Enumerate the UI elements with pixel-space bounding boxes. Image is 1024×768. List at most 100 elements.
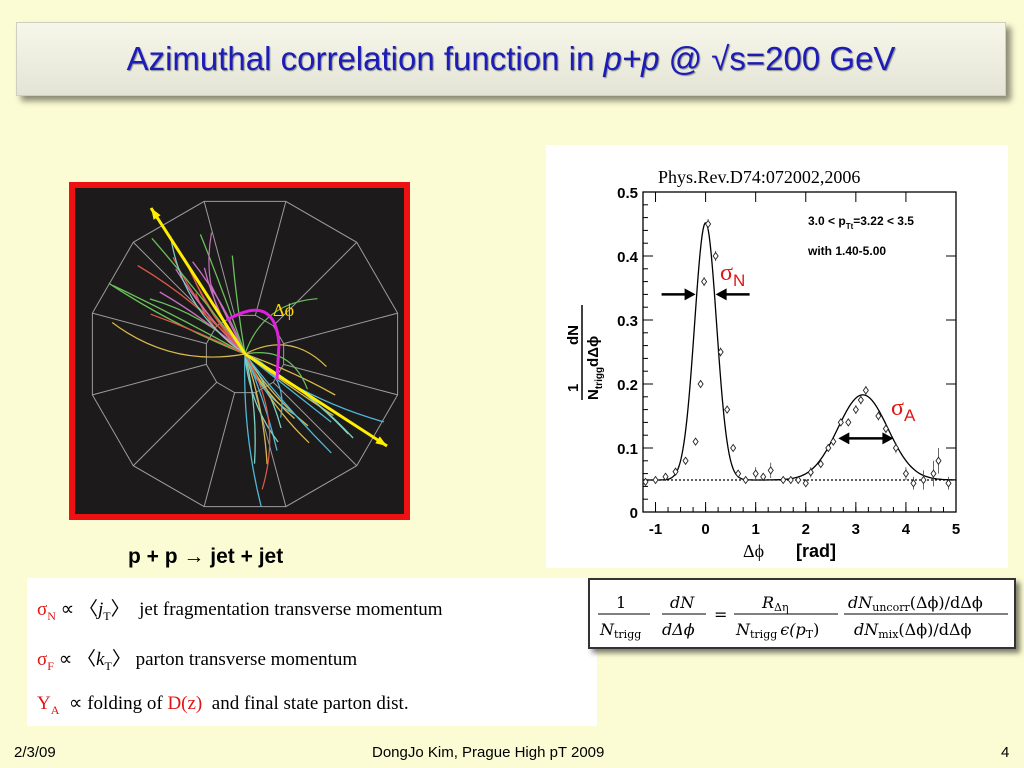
data-point xyxy=(845,418,852,427)
title-italic: p+p xyxy=(603,40,660,77)
particle-track xyxy=(244,353,336,396)
data-point xyxy=(807,468,814,477)
formula-d-numerator: dN xyxy=(670,593,695,612)
sigma-n-arrow-left-head xyxy=(684,288,696,301)
particle-tracks xyxy=(108,232,384,507)
particle-track xyxy=(244,353,332,454)
data-point xyxy=(902,469,909,478)
data-point xyxy=(802,478,809,488)
y-axis: 0 0.1 0.2 0.3 0.4 0.5 xyxy=(617,185,956,522)
x-tick-label: 4 xyxy=(902,521,911,538)
note-sigma-f: σF ∝ 〈kT〉 parton transverse momentum xyxy=(37,649,358,673)
detector-sector-line xyxy=(203,392,236,507)
x-axis: -1 0 1 2 3 4 5 xyxy=(642,192,960,538)
data-point xyxy=(935,456,942,466)
detector-sector-line xyxy=(92,363,207,396)
data-point xyxy=(930,469,937,478)
data-point xyxy=(760,472,767,482)
jet-arrowhead xyxy=(151,208,161,220)
data-point xyxy=(852,405,859,414)
jet-axis-away xyxy=(244,352,388,448)
y-tick-label: 0 xyxy=(630,505,638,522)
particle-track xyxy=(159,291,246,355)
x-tick-label: 3 xyxy=(852,521,860,538)
data-point xyxy=(735,469,742,478)
data-point xyxy=(692,437,699,446)
notes-panel: σN ∝ 〈jT〉 jet fragmentation transverse m… xyxy=(27,578,597,726)
sigma-n-bracket xyxy=(661,288,750,301)
particle-track xyxy=(231,255,246,355)
particle-track xyxy=(108,282,246,355)
data-point xyxy=(795,475,802,485)
y-tick-label: 0.4 xyxy=(617,249,639,266)
data-point xyxy=(672,467,679,476)
title-prefix: Azimuthal correlation function in xyxy=(126,40,604,77)
slide-title: Azimuthal correlation function in p+p @ … xyxy=(127,40,896,78)
sigma-a-label: σA xyxy=(891,395,916,425)
data-point xyxy=(945,478,952,488)
y-tick-label: 0.3 xyxy=(617,313,638,330)
x-tick-label: 2 xyxy=(802,521,810,538)
particle-track xyxy=(244,353,295,415)
chart-panel: Phys.Rev.D74:072002,2006 0 0.1 0.2 0.3 0.4 0.… xyxy=(546,145,1008,568)
particle-track xyxy=(169,235,246,355)
particle-track xyxy=(112,284,246,355)
x-label-symbol: Δϕ xyxy=(743,541,764,561)
particle-track xyxy=(137,265,246,355)
x-tick-label: 5 xyxy=(952,521,960,538)
correlation-chart: Phys.Rev.D74:072002,2006 0 0.1 0.2 0.3 0.4 0.… xyxy=(565,167,960,561)
annotation-line-2: with 1.40-5.00 xyxy=(807,244,886,258)
y-tick-label: 0.1 xyxy=(617,441,638,458)
particle-track xyxy=(244,353,279,443)
particle-track xyxy=(111,322,246,358)
data-point xyxy=(817,459,824,469)
detector-sector-line xyxy=(272,241,358,327)
data-point xyxy=(712,251,719,261)
formula-box: 1 Ntrigg dN dΔϕ = RΔη Ntrigg ϵ(pT) dNunco… xyxy=(588,578,1016,649)
note-sigma-n-text: jet fragmentation transverse momentum xyxy=(139,599,443,620)
footer-date: 2/3/09 xyxy=(14,744,56,761)
formula-r-numerator: RΔη xyxy=(761,593,789,614)
data-point xyxy=(830,437,837,446)
sigma-n-label: σN xyxy=(720,260,745,290)
data-point xyxy=(742,475,749,485)
data-point xyxy=(920,475,927,485)
sigma-a-bracket xyxy=(838,432,894,445)
data-point xyxy=(780,475,787,485)
particle-track xyxy=(150,313,246,355)
x-label-unit: [rad] xyxy=(796,541,836,561)
formula-c-numerator: dNuncorr(Δϕ)/dΔϕ xyxy=(848,593,983,614)
footer-page-number: 4 xyxy=(1001,744,1010,761)
event-display-frame: Δϕ xyxy=(69,182,410,520)
delta-phi-arc xyxy=(226,308,281,381)
fit-curve xyxy=(643,222,956,481)
y-label-denominator: NtriggdΔϕ xyxy=(585,336,605,400)
plot-border xyxy=(642,191,957,513)
detector-sector-line xyxy=(283,363,398,396)
y-tick-label: 0.2 xyxy=(617,377,638,394)
svg-text:=: = xyxy=(714,605,727,624)
formula-r-denominator: Ntrigg ϵ(pT) xyxy=(735,620,819,641)
data-point xyxy=(767,466,774,475)
note-y-a: YA ∝ folding of D(z) and final state par… xyxy=(37,693,409,717)
formula-lhs-numerator: 1 xyxy=(616,593,626,612)
formula-d-denominator: dΔϕ xyxy=(662,620,695,639)
data-point xyxy=(701,277,708,286)
particle-track xyxy=(244,298,318,355)
formula-c-denominator: dNmix(Δϕ)/dΔϕ xyxy=(854,620,972,641)
data-point xyxy=(724,405,731,414)
detector-sector-line xyxy=(203,201,236,316)
footer-center: DongJo Kim, Prague High pT 2009 xyxy=(372,744,605,761)
correlation-formula: 1 Ntrigg dN dΔϕ = RΔη Ntrigg ϵ(pT) dNunco… xyxy=(598,593,1008,641)
particle-track xyxy=(244,344,327,368)
data-point xyxy=(857,395,864,405)
data-point xyxy=(787,475,794,485)
data-point xyxy=(697,379,704,389)
event-display-image: Δϕ xyxy=(75,188,404,514)
slide-title-box: Azimuthal correlation function in p+p @ … xyxy=(16,22,1006,96)
jet-axes xyxy=(149,207,388,448)
particle-track xyxy=(244,353,271,490)
data-point xyxy=(910,478,917,488)
sigma-n-arrow-right-head xyxy=(715,288,727,301)
x-tick-label: 0 xyxy=(701,521,709,538)
